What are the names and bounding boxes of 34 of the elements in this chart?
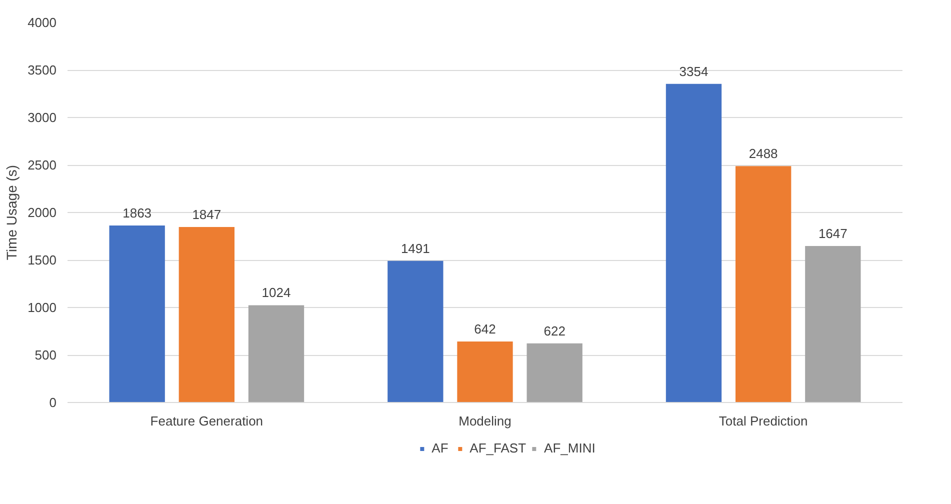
data-label: 1491 [400, 240, 430, 256]
y-axis-title: Time Usage (s) [4, 164, 20, 260]
y-tick-label: 500 [34, 348, 57, 362]
y-tick-label: 1000 [28, 300, 56, 315]
data-label: 1024 [262, 285, 291, 300]
data-label: 1847 [192, 207, 222, 222]
data-label: 622 [544, 323, 566, 338]
bar [736, 166, 792, 402]
y-tick-label: 1500 [28, 252, 56, 268]
y-tick-label: 2000 [28, 205, 56, 220]
y-tick-label: 3500 [28, 62, 56, 78]
x-tick-label: Feature Generation [150, 414, 264, 428]
bar [109, 226, 165, 402]
bar [805, 246, 861, 402]
data-label: 2488 [748, 146, 778, 162]
data-label: 1647 [818, 226, 848, 242]
bar [388, 260, 444, 402]
bar [178, 227, 234, 402]
legend-label: AF_FAST [470, 440, 526, 456]
x-tick-label: Modeling [458, 414, 512, 428]
data-label: 3354 [679, 64, 708, 79]
bar [666, 84, 722, 402]
y-tick-label: 0 [49, 395, 57, 410]
data-label: 642 [474, 322, 496, 337]
bar [526, 343, 582, 402]
y-tick-label: 4000 [28, 15, 56, 30]
legend-label: AF [432, 440, 450, 456]
x-tick-label: Total Prediction [718, 414, 808, 428]
legend-label: AF_MINI [544, 440, 596, 456]
bar [457, 342, 513, 402]
data-label: 1863 [122, 206, 152, 221]
y-tick-label: 2500 [28, 158, 56, 172]
bar [248, 305, 304, 402]
y-tick-label: 3000 [28, 110, 56, 125]
